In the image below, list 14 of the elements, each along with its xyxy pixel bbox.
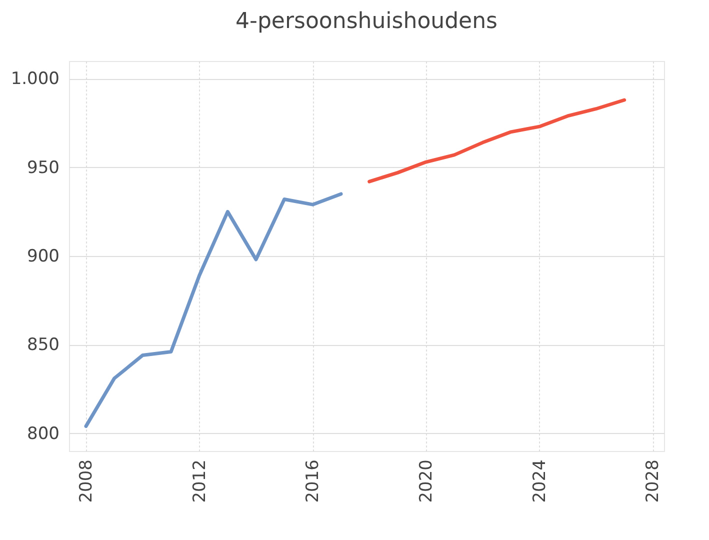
chart-title: 4-persoonshuishoudens [236, 9, 498, 34]
x-tick-label: 2008 [76, 460, 96, 503]
line-series [368, 98, 626, 184]
x-tick-label: 2016 [303, 460, 324, 503]
y-tick-label: 900 [27, 246, 60, 266]
x-tick-label: 2012 [190, 460, 210, 503]
y-tick-label: 850 [27, 335, 60, 356]
y-tick-label: 1.000 [10, 69, 60, 90]
x-tick-label: 2020 [416, 460, 436, 503]
x-tick-label: 2024 [530, 460, 550, 503]
x-tick-label: 2028 [643, 460, 664, 503]
line-series [84, 192, 343, 428]
y-tick-label: 950 [27, 158, 60, 178]
y-tick-label: 800 [27, 424, 60, 444]
